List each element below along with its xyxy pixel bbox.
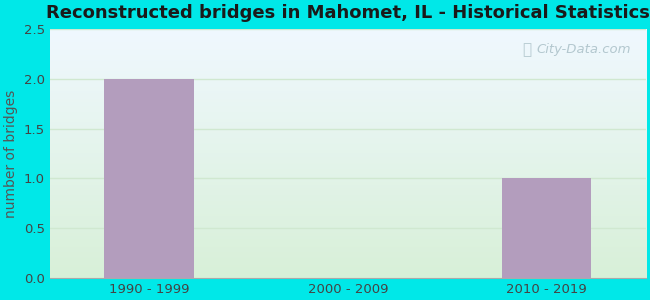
Title: Reconstructed bridges in Mahomet, IL - Historical Statistics: Reconstructed bridges in Mahomet, IL - H…	[46, 4, 650, 22]
Text: City-Data.com: City-Data.com	[536, 43, 630, 56]
Text: ⓘ: ⓘ	[522, 42, 531, 57]
Y-axis label: number of bridges: number of bridges	[4, 89, 18, 218]
Bar	[502, 178, 592, 278]
Bar	[105, 79, 194, 278]
